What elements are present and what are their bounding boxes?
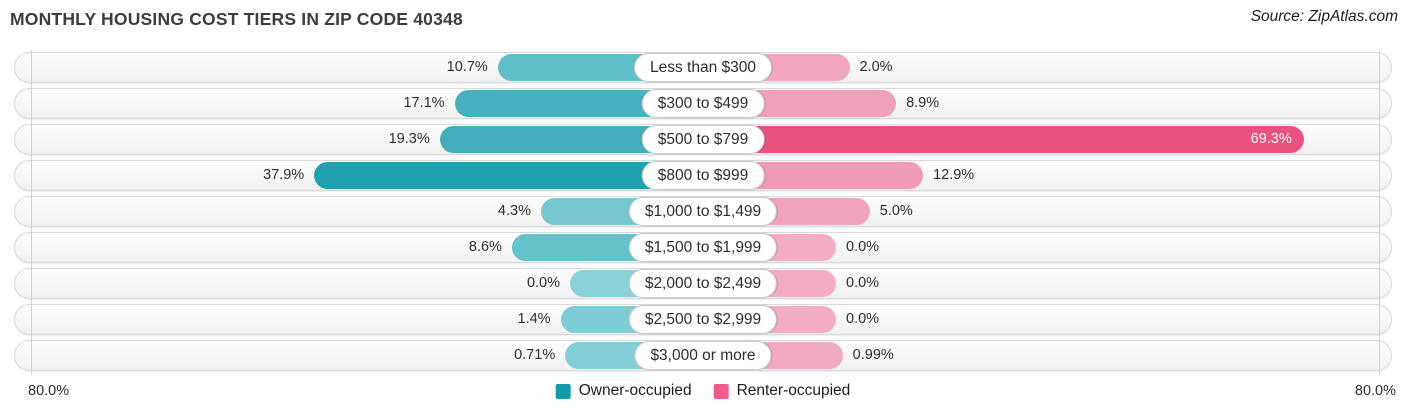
owner-value-label: 0.71% [514,347,556,363]
chart-row: 1.4% 0.0% $2,500 to $2,999 [14,304,1392,335]
legend-item-renter: Renter-occupied [713,382,851,400]
chart-area: 10.7% 2.0% Less than $300 17.1% 8.9% $300 to … [0,50,1406,376]
owner-legend-label: Owner-occupied [578,382,692,399]
renter-bar[interactable]: 69.3% [701,126,1304,153]
category-label-pill: $1,500 to $1,999 [628,233,778,262]
renter-legend-swatch [713,383,729,399]
x-axis-max-left: 80.0% [28,383,70,399]
owner-value-label: 37.9% [263,167,305,183]
owner-value-label: 17.1% [403,95,445,111]
owner-value-label: 19.3% [388,131,430,147]
renter-value-label: 0.0% [846,311,880,327]
owner-value-label: 1.4% [517,311,551,327]
renter-legend-label: Renter-occupied [736,382,851,399]
legend-item-owner: Owner-occupied [555,382,692,400]
renter-value-label: 8.9% [906,95,940,111]
legend: Owner-occupied Renter-occupied [555,382,851,400]
chart-row: 10.7% 2.0% Less than $300 [14,52,1392,83]
renter-value-label: 69.3% [1250,131,1292,147]
renter-value-label: 5.0% [879,203,913,219]
category-label-pill: $2,000 to $2,499 [628,269,778,298]
owner-value-label: 0.0% [526,275,560,291]
owner-value-label: 8.6% [468,239,502,255]
category-label-pill: $500 to $799 [641,125,765,154]
renter-value-label: 12.9% [933,167,975,183]
axis-gridline-right [1379,50,1380,375]
owner-value-label: 10.7% [446,59,488,75]
chart-row: 0.0% 0.0% $2,000 to $2,499 [14,268,1392,299]
chart-header: MONTHLY HOUSING COST TIERS IN ZIP CODE 4… [0,0,1406,50]
category-label-pill: $3,000 or more [634,341,772,370]
chart-row: 37.9% 12.9% $800 to $999 [14,160,1392,191]
category-label-pill: $2,500 to $2,999 [628,305,778,334]
owner-legend-swatch [555,383,571,399]
category-label-pill: $1,000 to $1,499 [628,197,778,226]
owner-value-label: 4.3% [497,203,531,219]
category-label-pill: $300 to $499 [641,89,765,118]
renter-value-label: 0.0% [846,275,880,291]
source-note: Source: ZipAtlas.com [1250,8,1398,25]
chart-footer: 80.0% Owner-occupied Renter-occupied 80.… [0,379,1406,409]
chart-row: 17.1% 8.9% $300 to $499 [14,88,1392,119]
chart-row: 0.71% 0.99% $3,000 or more [14,340,1392,371]
chart-row: 69.3% 19.3% $500 to $799 [14,124,1392,155]
category-label-pill: Less than $300 [633,53,773,82]
chart-row: 4.3% 5.0% $1,000 to $1,499 [14,196,1392,227]
page-title: MONTHLY HOUSING COST TIERS IN ZIP CODE 4… [10,9,463,29]
owner-bar[interactable] [314,162,705,189]
renter-value-label: 0.0% [846,239,880,255]
x-axis-max-right: 80.0% [1354,383,1396,399]
chart-row: 8.6% 0.0% $1,500 to $1,999 [14,232,1392,263]
renter-value-label: 2.0% [859,59,893,75]
axis-gridline-left [31,50,32,375]
renter-value-label: 0.99% [852,347,894,363]
category-label-pill: $800 to $999 [641,161,765,190]
chart-rows: 10.7% 2.0% Less than $300 17.1% 8.9% $300 to … [0,50,1406,375]
